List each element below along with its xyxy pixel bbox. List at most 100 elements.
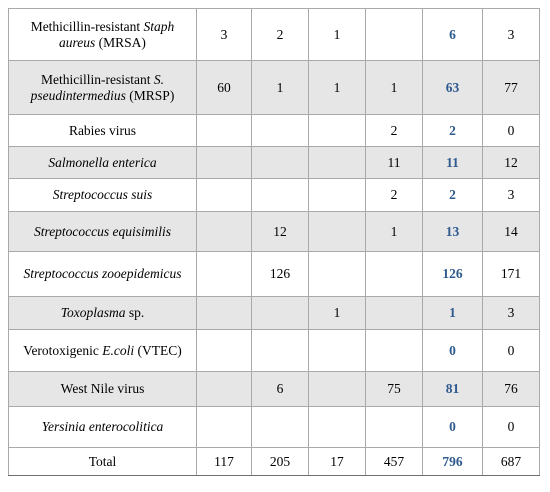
count-cell: [308, 146, 366, 179]
count-cell: [251, 178, 309, 212]
count-cell: 3: [196, 8, 252, 61]
pathogen-name-part: Rabies virus: [68, 122, 137, 138]
row-total-cell: 6: [422, 8, 483, 61]
count-cell: 60: [196, 60, 252, 115]
row-total-cell: 81: [422, 371, 483, 407]
count-cell: 1: [308, 8, 366, 61]
count-cell: [251, 296, 309, 330]
pathogen-name-part: (MRSA): [95, 34, 146, 50]
pathogen-name-part: S. pseudintermedius: [30, 71, 164, 103]
count-cell: [308, 211, 366, 252]
count-cell: 1: [308, 296, 366, 330]
count-cell: [365, 296, 423, 330]
pathogen-name: Methicillin-resistant S. pseudintermediu…: [8, 60, 197, 115]
row-total-cell: 13: [422, 211, 483, 252]
count-cell: [196, 211, 252, 252]
pathogen-name-part: Streptococcus zooepidemicus: [23, 266, 182, 281]
pathogen-name: Verotoxigenic E.coli (VTEC): [8, 329, 197, 372]
column-total-cell: 687: [482, 447, 540, 476]
pathogen-name: Streptococcus suis: [8, 178, 197, 212]
count-cell: [196, 371, 252, 407]
pathogen-count-table: Methicillin-resistant Staph aureus (MRSA…: [8, 8, 540, 476]
row-total-cell: 1: [422, 296, 483, 330]
count-cell: [365, 251, 423, 297]
row-total-cell: 0: [422, 406, 483, 448]
pathogen-name-part: (MRSP): [125, 87, 175, 103]
table-row: Yersinia enterocolitica 0 0: [8, 406, 540, 448]
count-cell: 2: [251, 8, 309, 61]
count-cell: 77: [482, 60, 540, 115]
pathogen-name: Salmonella enterica: [8, 146, 197, 179]
row-total-cell: 2: [422, 178, 483, 212]
count-cell: [196, 114, 252, 147]
pathogen-name: West Nile virus: [8, 371, 197, 407]
pathogen-name-part: Streptococcus equisimilis: [33, 223, 172, 239]
row-total-cell: 63: [422, 60, 483, 115]
table-row: Rabies virus 2 2 0: [8, 114, 540, 147]
pathogen-name-part: Verotoxigenic: [23, 342, 103, 358]
grand-total-cell: 796: [422, 447, 483, 476]
total-row: Total 117 205 17 457 796 687: [8, 447, 540, 476]
count-cell: [365, 329, 423, 372]
count-cell: 12: [482, 146, 540, 179]
count-cell: 1: [365, 211, 423, 252]
column-total-cell: 457: [365, 447, 423, 476]
table-row: Streptococcus zooepidemicus 126 126 171: [8, 251, 540, 297]
count-cell: 1: [308, 60, 366, 115]
count-cell: [365, 8, 423, 61]
table-row: Methicillin-resistant Staph aureus (MRSA…: [8, 8, 540, 61]
count-cell: [251, 146, 309, 179]
count-cell: 3: [482, 178, 540, 212]
count-cell: [251, 114, 309, 147]
pathogen-name: Streptococcus zooepidemicus: [8, 251, 197, 297]
count-cell: 3: [482, 296, 540, 330]
count-cell: [196, 178, 252, 212]
pathogen-name: Toxoplasma sp.: [8, 296, 197, 330]
pathogen-name-part: Streptococcus suis: [52, 187, 153, 202]
count-cell: 76: [482, 371, 540, 407]
pathogen-name-part: Staph aureus: [59, 18, 175, 50]
pathogen-name-part: Yersinia enterocolitica: [41, 419, 164, 434]
count-cell: [308, 371, 366, 407]
count-cell: [251, 329, 309, 372]
count-cell: 0: [482, 406, 540, 448]
pathogen-name-part: sp.: [125, 305, 145, 320]
table-row: Streptococcus equisimilis 12 1 13 14: [8, 211, 540, 252]
table-body: Methicillin-resistant Staph aureus (MRSA…: [8, 8, 540, 476]
pathogen-name: Yersinia enterocolitica: [8, 406, 197, 448]
row-total-cell: 126: [422, 251, 483, 297]
pathogen-name-part: Methicillin-resistant: [41, 71, 154, 87]
count-cell: 1: [251, 60, 309, 115]
count-cell: 75: [365, 371, 423, 407]
count-cell: 0: [482, 329, 540, 372]
row-total-cell: 0: [422, 329, 483, 372]
total-label: Total: [8, 447, 197, 476]
count-cell: 171: [482, 251, 540, 297]
row-total-cell: 11: [422, 146, 483, 179]
count-cell: [308, 178, 366, 212]
table-row: West Nile virus 6 75 81 76: [8, 371, 540, 407]
count-cell: 2: [365, 178, 423, 212]
count-cell: [308, 114, 366, 147]
column-total-cell: 205: [251, 447, 309, 476]
count-cell: [251, 406, 309, 448]
column-total-cell: 17: [308, 447, 366, 476]
count-cell: 3: [482, 8, 540, 61]
count-cell: 0: [482, 114, 540, 147]
count-cell: [308, 329, 366, 372]
count-cell: [196, 406, 252, 448]
count-cell: 1: [365, 60, 423, 115]
count-cell: [196, 329, 252, 372]
count-cell: 2: [365, 114, 423, 147]
column-total-cell: 117: [196, 447, 252, 476]
count-cell: 14: [482, 211, 540, 252]
row-total-cell: 2: [422, 114, 483, 147]
count-cell: [196, 146, 252, 179]
pathogen-name-part: Toxoplasma: [60, 305, 126, 320]
count-cell: [365, 406, 423, 448]
pathogen-name-part: Methicillin-resistant: [30, 18, 144, 34]
count-cell: 6: [251, 371, 309, 407]
pathogen-name-part: Salmonella enterica: [48, 154, 157, 170]
pathogen-name: Methicillin-resistant Staph aureus (MRSA…: [8, 8, 197, 61]
pathogen-name: Rabies virus: [8, 114, 197, 147]
